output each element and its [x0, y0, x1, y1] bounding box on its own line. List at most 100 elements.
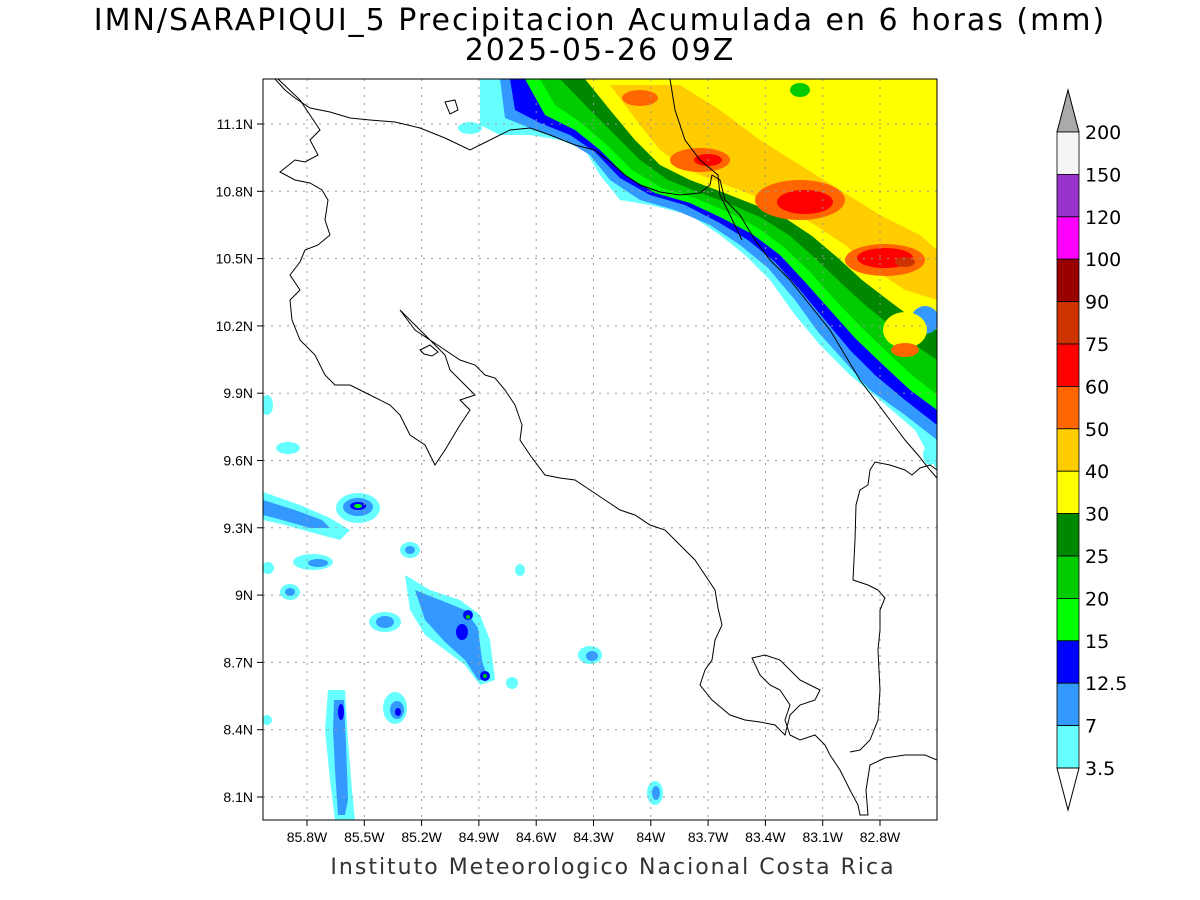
rain-contour-7 — [415, 590, 488, 680]
rain-cell-3-5 — [263, 395, 273, 415]
colorbar-label: 50 — [1085, 419, 1109, 441]
colorbar-label: 90 — [1085, 292, 1109, 314]
lat-tick-label: 9.9N — [223, 385, 253, 401]
colorbar-label: 120 — [1085, 207, 1121, 229]
rain-cell-75 — [895, 257, 915, 267]
colorbar-swatch — [1056, 385, 1080, 430]
lat-tick-label: 9.6N — [223, 453, 253, 469]
lon-tick-label: 83.1W — [802, 829, 843, 845]
rain-cell-30 — [883, 312, 927, 348]
colorbar-top-arrow — [1056, 88, 1080, 133]
rain-cell-7 — [586, 651, 598, 661]
colorbar-swatch — [1056, 725, 1080, 769]
rain-cell-3-5 — [276, 442, 300, 454]
rain-cell-12 — [395, 708, 401, 716]
colorbar-swatch — [1056, 258, 1080, 303]
nicaragua-coastline — [274, 79, 937, 479]
latitude-axis: 11.1N 10.8N 10.5N 10.2N 9.9N 9.6N 9.3N 9N 8.7N 8.… — [216, 116, 263, 805]
lon-tick-label: 84.3W — [573, 829, 614, 845]
rain-cell-20 — [483, 674, 487, 678]
colorbar-swatch — [1056, 640, 1080, 684]
colorbar-label: 20 — [1085, 588, 1109, 610]
lon-tick-label: 85.2W — [401, 829, 442, 845]
caribbean-coastline — [669, 79, 743, 241]
lat-tick-label: 10.8N — [216, 183, 253, 199]
plot-frame — [262, 78, 938, 821]
lake-outline — [444, 99, 459, 115]
lon-tick-label: 84W — [636, 829, 666, 845]
rain-cell-7 — [652, 786, 660, 800]
rain-cell-15 — [354, 504, 362, 508]
rain-cell-50 — [891, 343, 919, 357]
colorbar-swatch — [1056, 555, 1080, 599]
lat-tick-label: 10.2N — [216, 318, 253, 334]
rain-cell-30 — [895, 168, 925, 182]
colorbar-label: 30 — [1085, 504, 1109, 526]
rain-cell-20 — [466, 615, 470, 619]
lon-tick-label: 85.8W — [287, 829, 328, 845]
rain-cell-7 — [405, 546, 415, 554]
rain-cell-12 — [456, 624, 468, 640]
longitude-axis: 85.8W 85.5W 85.2W 84.9W 84.6W 84.3W 84W 83.7W 83… — [287, 820, 901, 845]
map-subtitle: 2025-05-26 09Z — [464, 33, 736, 68]
panama-border — [852, 461, 937, 581]
lat-tick-label: 8.1N — [223, 789, 253, 805]
rain-contour-7 — [333, 700, 348, 815]
lon-tick-label: 84.9W — [459, 829, 500, 845]
rain-cell-60 — [777, 190, 833, 214]
rain-cell-12 — [338, 704, 344, 720]
credit-text: Instituto Meteorologico Nacional Costa R… — [330, 855, 896, 880]
colorbar-label: 12.5 — [1085, 673, 1127, 695]
colorbar-swatch — [1056, 428, 1080, 472]
rain-cell-7 — [308, 559, 328, 567]
colorbar-label: 25 — [1085, 546, 1109, 568]
rain-contour-7 — [263, 500, 330, 528]
rain-cell-7 — [458, 122, 482, 134]
colorbar-label: 100 — [1085, 249, 1121, 271]
lat-tick-label: 9N — [235, 587, 253, 603]
rain-cell-3-5 — [263, 715, 272, 725]
panama-border-south — [849, 579, 886, 753]
map-title: IMN/SARAPIQUI_5 Precipitacion Acumulada … — [93, 3, 1107, 38]
rain-cell-50 — [622, 90, 658, 106]
lat-tick-label: 10.5N — [216, 251, 253, 267]
colorbar-swatch — [1056, 131, 1080, 175]
colorbar-label: 75 — [1085, 334, 1109, 356]
coastline — [274, 79, 937, 816]
colorbar-swatch — [1056, 513, 1080, 557]
rain-cell-3-5 — [263, 562, 274, 574]
colorbar-label: 200 — [1085, 122, 1121, 144]
colorbar-label: 15 — [1085, 631, 1109, 653]
lon-tick-label: 84.6W — [516, 829, 557, 845]
colorbar-label: 150 — [1085, 164, 1121, 186]
lon-tick-label: 85.5W — [344, 829, 385, 845]
pacific-coastline — [277, 79, 937, 816]
rain-cell-7 — [285, 588, 295, 596]
colorbar-label: 3.5 — [1085, 758, 1115, 780]
rain-cell-3-5 — [506, 677, 518, 689]
precipitation-field — [263, 79, 937, 820]
rain-cell-7 — [923, 445, 937, 465]
colorbar-swatch — [1056, 173, 1080, 218]
colorbar-swatch — [1056, 470, 1080, 515]
lat-tick-label: 11.1N — [217, 116, 253, 132]
colorbar-bottom-arrow — [1056, 767, 1080, 812]
colorbar-label: 60 — [1085, 376, 1109, 398]
lon-tick-label: 82.8W — [860, 829, 901, 845]
colorbar-swatch — [1056, 301, 1080, 345]
rain-cell-3-5 — [515, 564, 525, 576]
colorbar: 3.5 7 12.5 15 20 25 30 40 50 60 75 90 100 120 150 200 — [1056, 88, 1127, 812]
lon-tick-label: 83.7W — [688, 829, 729, 845]
lat-tick-label: 8.4N — [223, 722, 253, 738]
lon-tick-label: 83.4W — [745, 829, 786, 845]
colorbar-label: 7 — [1085, 716, 1097, 738]
lat-tick-label: 8.7N — [223, 654, 253, 670]
rain-cell-20 — [790, 83, 810, 97]
island-outline — [419, 344, 439, 357]
map-grid — [263, 79, 937, 820]
rain-cell-7 — [376, 616, 394, 628]
colorbar-label: 40 — [1085, 461, 1109, 483]
colorbar-swatch — [1056, 598, 1080, 642]
lat-tick-label: 9.3N — [223, 520, 253, 536]
